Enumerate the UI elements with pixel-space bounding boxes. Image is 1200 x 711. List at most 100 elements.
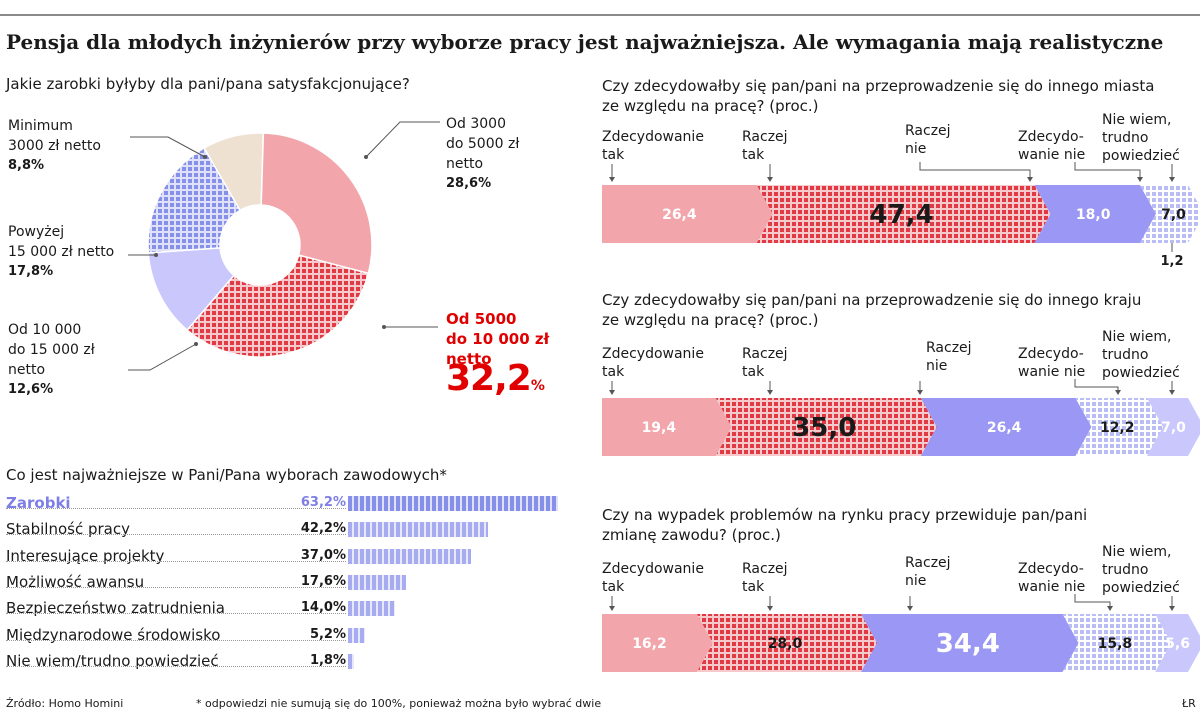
bar-value-label: 5,6: [1165, 636, 1190, 652]
dotted-leader: [6, 665, 346, 667]
importance-value: 42,2%: [300, 521, 346, 537]
importance-row: Międzynarodowe środowisko 5,2%: [6, 625, 566, 645]
bar-value-label: 47,4: [870, 200, 934, 230]
bar2-question: Czy zdecydowałby się pan/pani na przepro…: [602, 291, 1142, 329]
pointer-arrow: [907, 606, 913, 611]
bar-segment: [696, 614, 878, 672]
label-10000-15000: Od 10 000 do 15 000 zł netto 12,6%: [8, 322, 95, 397]
importance-row: Bezpieczeństwo zatrudnienia 14,0%: [6, 598, 566, 618]
importance-bar: [348, 574, 407, 590]
pointer-line: [1074, 594, 1111, 610]
label-nie-wiem: Nie wiem, trudno powiedzieć: [1102, 112, 1180, 164]
label-zdecydowanie-nie: Zdecydo-wanie nie: [1018, 129, 1086, 163]
importance-question: Co jest najważniejsze w Pani/Pana wybora…: [6, 466, 447, 484]
dotted-leader: [6, 508, 346, 509]
bar-value-label: 34,4: [936, 629, 1000, 659]
pointer-arrow: [1169, 177, 1175, 182]
importance-row: Możliwość awansu 17,6%: [6, 572, 566, 592]
bar-value-label: 28,0: [768, 636, 803, 652]
importance-value: 5,2%: [309, 626, 346, 642]
bar-segment: [1146, 185, 1200, 243]
pointer-arrow: [767, 606, 773, 611]
highlight-value: 32,2%: [446, 358, 545, 399]
bar1-question: Czy zdecydowałby się pan/pani na przepro…: [602, 77, 1155, 115]
pointer-arrow: [767, 177, 773, 182]
label-raczej-tak: Raczej tak: [742, 561, 788, 595]
pointer-arrow: [1137, 177, 1143, 182]
pointer-arrow: [1169, 390, 1175, 395]
pointer-arrow: [917, 390, 923, 395]
importance-label: Bezpieczeństwo zatrudnienia: [6, 599, 225, 618]
bar-segment: [861, 614, 1079, 672]
bar-value-label: 35,0: [792, 413, 856, 443]
bar-segment: [1075, 398, 1163, 456]
importance-value: 37,0%: [300, 547, 346, 563]
importance-bar: [348, 522, 489, 538]
pointer-arrow: [609, 606, 615, 611]
bar-segment: [756, 185, 1051, 243]
leader-line-c: [128, 343, 197, 371]
importance-row: Zarobki 63,2%: [6, 493, 566, 513]
bar-value-label: 7,0: [1161, 420, 1186, 436]
bar-segment: [1062, 614, 1172, 672]
bar-value-label: 16,2: [632, 636, 667, 652]
importance-bar: [348, 653, 354, 669]
label-raczej-nie: Raczej nie: [905, 123, 951, 157]
importance-row: Interesujące projekty 37,0%: [6, 546, 566, 566]
bar-value-label-small: 1,2: [1160, 254, 1183, 269]
label-raczej-tak: Raczej tak: [742, 129, 788, 163]
pointer-arrow: [1115, 390, 1121, 395]
bar-value-label: 19,4: [642, 420, 677, 436]
leader-line-a: [365, 121, 440, 158]
label-raczej-nie: Raczej nie: [905, 555, 951, 589]
bar-segment: [602, 185, 773, 243]
slice-3000-5000: [260, 132, 373, 275]
donut-chart: [128, 121, 440, 371]
donut-question: Jakie zarobki byłyby dla pani/pana satys…: [6, 75, 410, 93]
slice-5000-10000: [186, 254, 370, 358]
importance-value: 17,6%: [300, 573, 346, 589]
bar-value-label: 26,4: [987, 420, 1022, 436]
pointer-line: [1074, 162, 1141, 181]
importance-row: Nie wiem/trudno powiedzieć 1,8%: [6, 651, 566, 671]
importance-row: Stabilność pracy 42,2%: [6, 519, 566, 539]
importance-bar: [348, 548, 471, 564]
importance-label: Możliwość awansu: [6, 572, 145, 591]
pointer-arrow: [767, 390, 773, 395]
pointer-arrow: [609, 390, 615, 395]
pointer-arrow: [1107, 606, 1113, 611]
importance-value: 1,8%: [309, 652, 346, 668]
bar3-question: Czy na wypadek problemów na rynku pracy …: [602, 506, 1088, 544]
bar-value-label: 26,4: [662, 207, 697, 223]
pointer-arrow: [1169, 606, 1175, 611]
bar-segment: [1155, 614, 1200, 672]
bar-segment: [602, 614, 713, 672]
pointer-line: [1074, 379, 1119, 394]
importance-label: Nie wiem/trudno powiedzieć: [6, 651, 219, 670]
bar-value-label: 7,0: [1161, 207, 1186, 223]
bar-segment: [602, 398, 732, 456]
label-min: Minimum 3000 zł netto 8,8%: [8, 118, 101, 173]
label-5000-10000: Od 5000 do 10 000 zł netto 32,2%: [446, 310, 550, 399]
bar-value-label: 12,2: [1100, 420, 1135, 436]
dotted-leader: [6, 613, 346, 615]
label-above-15000: Powyżej 15 000 zł netto 17,8%: [8, 224, 115, 279]
pointer-arrow: [609, 177, 615, 182]
label-zdecydowanie-nie: Zdecydo-wanie nie: [1018, 561, 1086, 595]
label-zdecydowanie-tak: Zdecydowanie tak: [602, 346, 704, 380]
footnote: * odpowiedzi nie sumują się do 100%, pon…: [196, 697, 602, 710]
dotted-leader: [6, 560, 346, 562]
pointer-arrow: [1027, 177, 1033, 182]
credit: ŁR: [1182, 697, 1196, 710]
bar-segment: [1146, 398, 1200, 456]
pointer-line: [919, 162, 1031, 181]
leader-line-min: [130, 136, 206, 158]
bar-segment: [715, 398, 937, 456]
dotted-leader: [6, 639, 346, 641]
source-note: Źródło: Homo Homini: [6, 697, 124, 710]
label-raczej-nie: Raczej nie: [926, 340, 972, 374]
bar-segment: [920, 398, 1092, 456]
top-rule: [0, 14, 1200, 16]
page-title: Pensja dla młodych inżynierów przy wybor…: [6, 30, 1164, 54]
